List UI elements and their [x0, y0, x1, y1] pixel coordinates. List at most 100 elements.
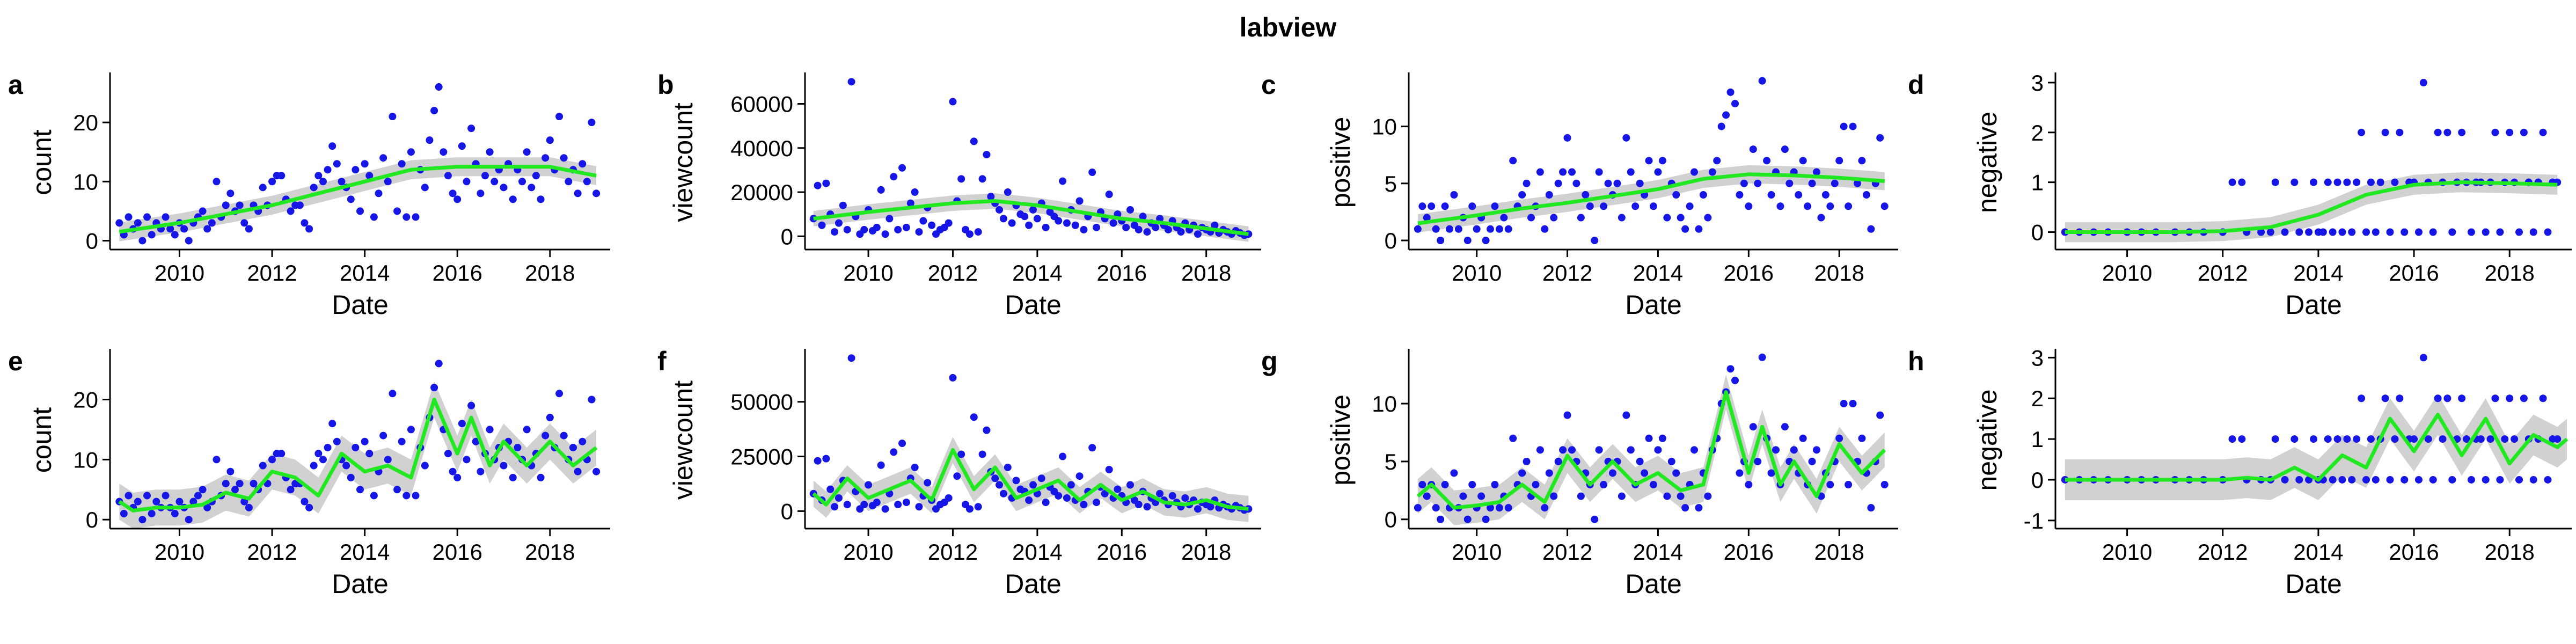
data-point-b-17 [881, 230, 889, 238]
data-point-a-14 [180, 225, 188, 233]
x-tick-label-f-2012: 2012 [928, 539, 978, 565]
data-point-d-33 [2367, 178, 2375, 186]
data-point-d-44 [2419, 78, 2427, 86]
data-point-f-27 [924, 479, 932, 487]
data-point-f-19 [890, 448, 898, 456]
data-point-e-37 [287, 486, 295, 494]
data-point-a-39 [296, 201, 304, 209]
data-point-d-49 [2443, 128, 2451, 136]
data-point-g-56 [1667, 457, 1675, 465]
data-point-a-41 [305, 225, 313, 233]
x-tick-label-h-2014: 2014 [2293, 539, 2343, 565]
data-point-e-63 [407, 426, 415, 434]
data-point-c-35 [1572, 179, 1580, 187]
data-point-c-45 [1618, 214, 1626, 222]
data-point-b-66 [1088, 169, 1096, 177]
data-point-e-17 [194, 492, 202, 500]
data-point-b-45 [999, 215, 1007, 223]
data-point-a-103 [592, 189, 601, 197]
data-point-g-55 [1663, 492, 1671, 500]
data-point-f-67 [1093, 499, 1101, 507]
data-point-h-60 [2496, 475, 2504, 484]
data-point-g-102 [1876, 411, 1884, 419]
data-point-d-21 [2310, 178, 2317, 186]
x-tick-label-e-2010: 2010 [155, 539, 204, 565]
data-point-h-64 [2515, 475, 2523, 484]
data-point-g-49 [1636, 457, 1644, 465]
data-point-e-18 [199, 486, 207, 494]
data-point-a-58 [384, 178, 392, 186]
data-point-g-23 [1518, 469, 1526, 477]
data-point-c-34 [1568, 168, 1576, 176]
data-point-c-85 [1799, 157, 1807, 165]
data-point-c-37 [1582, 191, 1590, 199]
x-tick-label-e-2018: 2018 [525, 539, 575, 565]
y-tick-label-c-0: 0 [1385, 228, 1397, 253]
x-tick-label-b-2016: 2016 [1097, 260, 1147, 286]
data-point-b-6 [835, 219, 843, 227]
data-point-d-69 [2539, 128, 2547, 136]
data-point-a-91 [537, 195, 545, 203]
data-point-c-44 [1613, 179, 1621, 187]
data-point-c-1 [1418, 202, 1426, 210]
data-point-e-28 [245, 503, 253, 511]
data-point-g-88 [1813, 446, 1820, 454]
panel-label-d: d [1908, 70, 1924, 100]
data-point-e-76 [467, 401, 475, 409]
data-point-h-56 [2477, 435, 2485, 443]
data-point-c-25 [1527, 214, 1535, 222]
data-point-e-72 [449, 467, 457, 475]
data-point-c-100 [1867, 225, 1875, 233]
data-point-f-88 [1181, 494, 1189, 502]
data-point-a-55 [370, 213, 378, 221]
data-point-g-59 [1681, 504, 1689, 512]
data-point-c-77 [1763, 157, 1771, 165]
x-axis-title-c: Date [1625, 290, 1682, 320]
data-point-d-17 [2281, 228, 2289, 236]
data-point-a-48 [338, 178, 346, 186]
data-point-e-52 [356, 486, 364, 494]
panel-label-g: g [1261, 346, 1278, 376]
data-point-g-71 [1736, 469, 1744, 477]
x-tick-label-a-2018: 2018 [525, 260, 575, 286]
data-point-d-18 [2290, 178, 2299, 186]
data-point-a-93 [546, 136, 554, 144]
x-tick-label-h-2016: 2016 [2389, 539, 2439, 565]
data-point-g-64 [1704, 492, 1712, 500]
data-point-d-15 [2266, 228, 2274, 236]
data-point-h-48 [2439, 435, 2447, 443]
data-point-g-52 [1650, 481, 1657, 489]
data-point-f-12 [860, 501, 868, 509]
panel-c: c 0 5 10 2010 2012 2014 2016 2018 Date positive [1261, 70, 1898, 320]
data-point-e-85 [509, 473, 517, 481]
data-point-e-54 [365, 450, 374, 458]
data-point-h-53 [2463, 435, 2471, 443]
y-axis-title-b: viewcount [668, 103, 698, 222]
data-point-e-7 [148, 510, 156, 518]
y-tick-label-b-20000: 20000 [730, 180, 793, 205]
data-point-b-21 [898, 164, 906, 172]
data-point-f-5 [831, 503, 839, 511]
x-tick-label-c-2014: 2014 [1633, 260, 1683, 286]
data-point-c-48 [1631, 202, 1640, 210]
data-point-a-42 [310, 184, 318, 192]
data-point-b-44 [996, 206, 1004, 214]
data-point-g-93 [1835, 434, 1843, 442]
data-point-c-16 [1487, 225, 1494, 233]
data-point-b-78 [1139, 213, 1147, 221]
data-point-c-61 [1690, 168, 1698, 176]
data-point-e-73 [453, 473, 462, 481]
data-point-g-16 [1487, 504, 1494, 512]
data-point-e-4 [134, 497, 142, 506]
data-point-d-19 [2295, 228, 2303, 236]
data-point-f-33 [949, 374, 957, 382]
data-point-g-74 [1749, 423, 1757, 431]
data-point-h-61 [2501, 435, 2509, 443]
data-point-b-8 [843, 225, 851, 233]
data-point-g-45 [1618, 492, 1626, 500]
data-point-g-83 [1790, 446, 1798, 454]
data-point-c-30 [1550, 214, 1558, 222]
panel-label-f: f [657, 346, 667, 376]
data-point-f-54 [1037, 474, 1045, 482]
data-point-f-64 [1080, 501, 1088, 509]
